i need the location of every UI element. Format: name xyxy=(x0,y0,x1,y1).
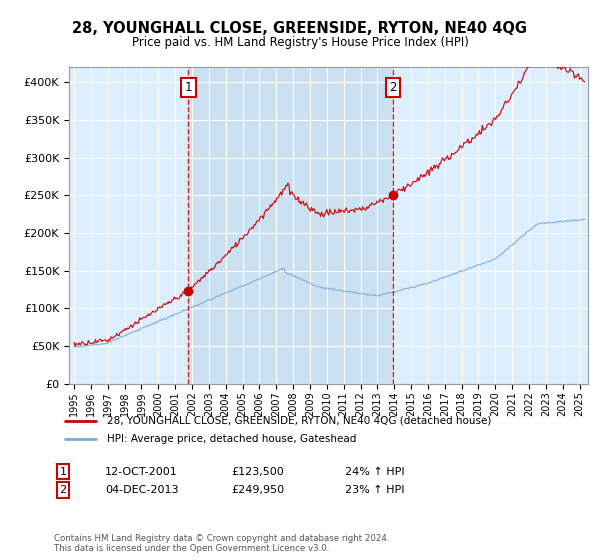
Text: 28, YOUNGHALL CLOSE, GREENSIDE, RYTON, NE40 4QG (detached house): 28, YOUNGHALL CLOSE, GREENSIDE, RYTON, N… xyxy=(107,416,491,426)
Text: HPI: Average price, detached house, Gateshead: HPI: Average price, detached house, Gate… xyxy=(107,434,356,444)
Text: 2: 2 xyxy=(389,81,397,94)
Text: Contains HM Land Registry data © Crown copyright and database right 2024.
This d: Contains HM Land Registry data © Crown c… xyxy=(54,534,389,553)
Text: 1: 1 xyxy=(59,466,67,477)
Bar xyxy=(188,67,393,384)
Text: Price paid vs. HM Land Registry's House Price Index (HPI): Price paid vs. HM Land Registry's House … xyxy=(131,36,469,49)
Text: 04-DEC-2013: 04-DEC-2013 xyxy=(105,485,179,495)
Text: 23% ↑ HPI: 23% ↑ HPI xyxy=(345,485,404,495)
Text: £249,950: £249,950 xyxy=(231,485,284,495)
Text: 12-OCT-2001: 12-OCT-2001 xyxy=(105,466,178,477)
Text: £123,500: £123,500 xyxy=(231,466,284,477)
Text: 24% ↑ HPI: 24% ↑ HPI xyxy=(345,466,404,477)
Text: 28, YOUNGHALL CLOSE, GREENSIDE, RYTON, NE40 4QG: 28, YOUNGHALL CLOSE, GREENSIDE, RYTON, N… xyxy=(73,21,527,36)
Text: 2: 2 xyxy=(59,485,67,495)
Text: 1: 1 xyxy=(185,81,192,94)
